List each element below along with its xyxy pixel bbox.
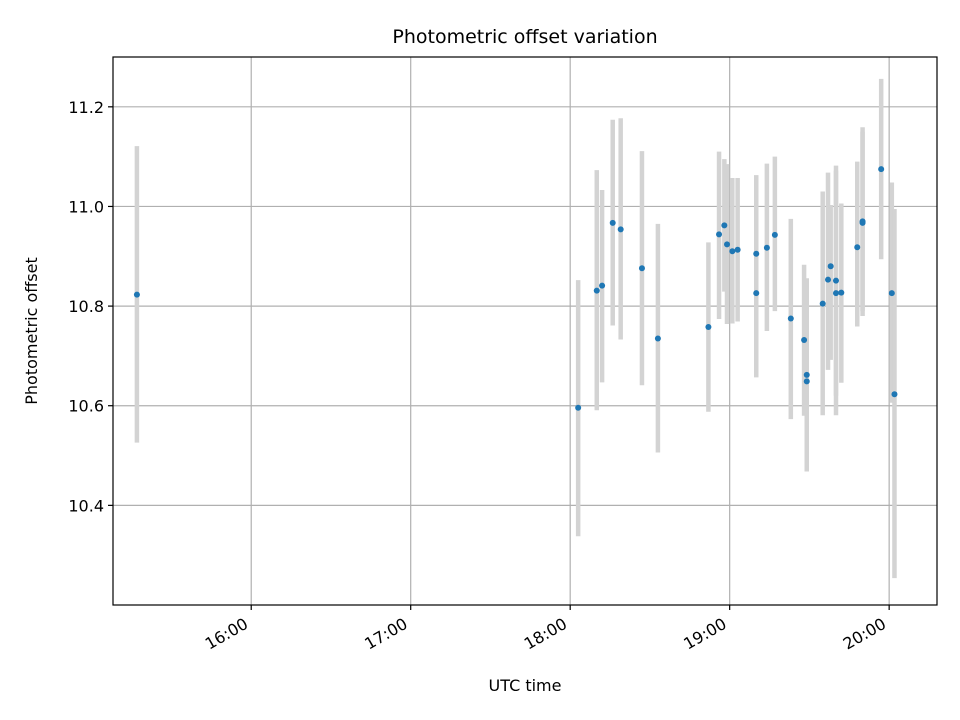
chart-title: Photometric offset variation bbox=[392, 26, 657, 48]
data-point bbox=[705, 324, 712, 331]
data-point bbox=[819, 300, 826, 307]
data-point bbox=[878, 166, 885, 173]
data-point bbox=[734, 246, 741, 253]
y-tick-label: 11.0 bbox=[68, 197, 104, 216]
data-point bbox=[654, 335, 661, 342]
data-point bbox=[825, 276, 832, 283]
data-point bbox=[724, 241, 731, 248]
data-point bbox=[133, 291, 140, 298]
data-point bbox=[753, 250, 760, 257]
y-axis-label: Photometric offset bbox=[22, 257, 41, 405]
data-point bbox=[803, 378, 810, 385]
y-tick-label: 10.4 bbox=[68, 496, 104, 515]
data-point bbox=[891, 391, 898, 398]
data-point bbox=[838, 289, 845, 296]
data-point bbox=[617, 226, 624, 233]
data-point bbox=[803, 371, 810, 378]
data-points bbox=[133, 166, 898, 411]
data-point bbox=[721, 222, 728, 229]
data-point bbox=[832, 290, 839, 297]
data-point bbox=[801, 336, 808, 343]
plot-frame bbox=[112, 56, 938, 606]
data-point bbox=[787, 315, 794, 322]
data-point bbox=[638, 265, 645, 272]
y-axis: 10.4 10.6 10.8 11.0 11.2 bbox=[68, 98, 113, 515]
data-point bbox=[575, 404, 582, 411]
y-tick-label: 10.6 bbox=[68, 397, 104, 416]
data-point bbox=[599, 282, 606, 289]
data-point bbox=[888, 290, 895, 297]
data-point bbox=[593, 287, 600, 294]
data-point bbox=[753, 290, 760, 297]
plot-area bbox=[113, 57, 937, 605]
data-point bbox=[609, 219, 616, 226]
data-point bbox=[832, 277, 839, 284]
x-axis-label: UTC time bbox=[489, 676, 562, 695]
data-point bbox=[859, 218, 866, 225]
y-tick-label: 11.2 bbox=[68, 98, 104, 117]
data-point bbox=[771, 231, 778, 238]
y-tick-label: 10.8 bbox=[68, 297, 104, 316]
data-point bbox=[827, 263, 834, 270]
data-point bbox=[763, 244, 770, 251]
data-point bbox=[716, 231, 723, 238]
data-point bbox=[729, 248, 736, 255]
grid bbox=[113, 57, 937, 605]
data-point bbox=[854, 244, 861, 251]
